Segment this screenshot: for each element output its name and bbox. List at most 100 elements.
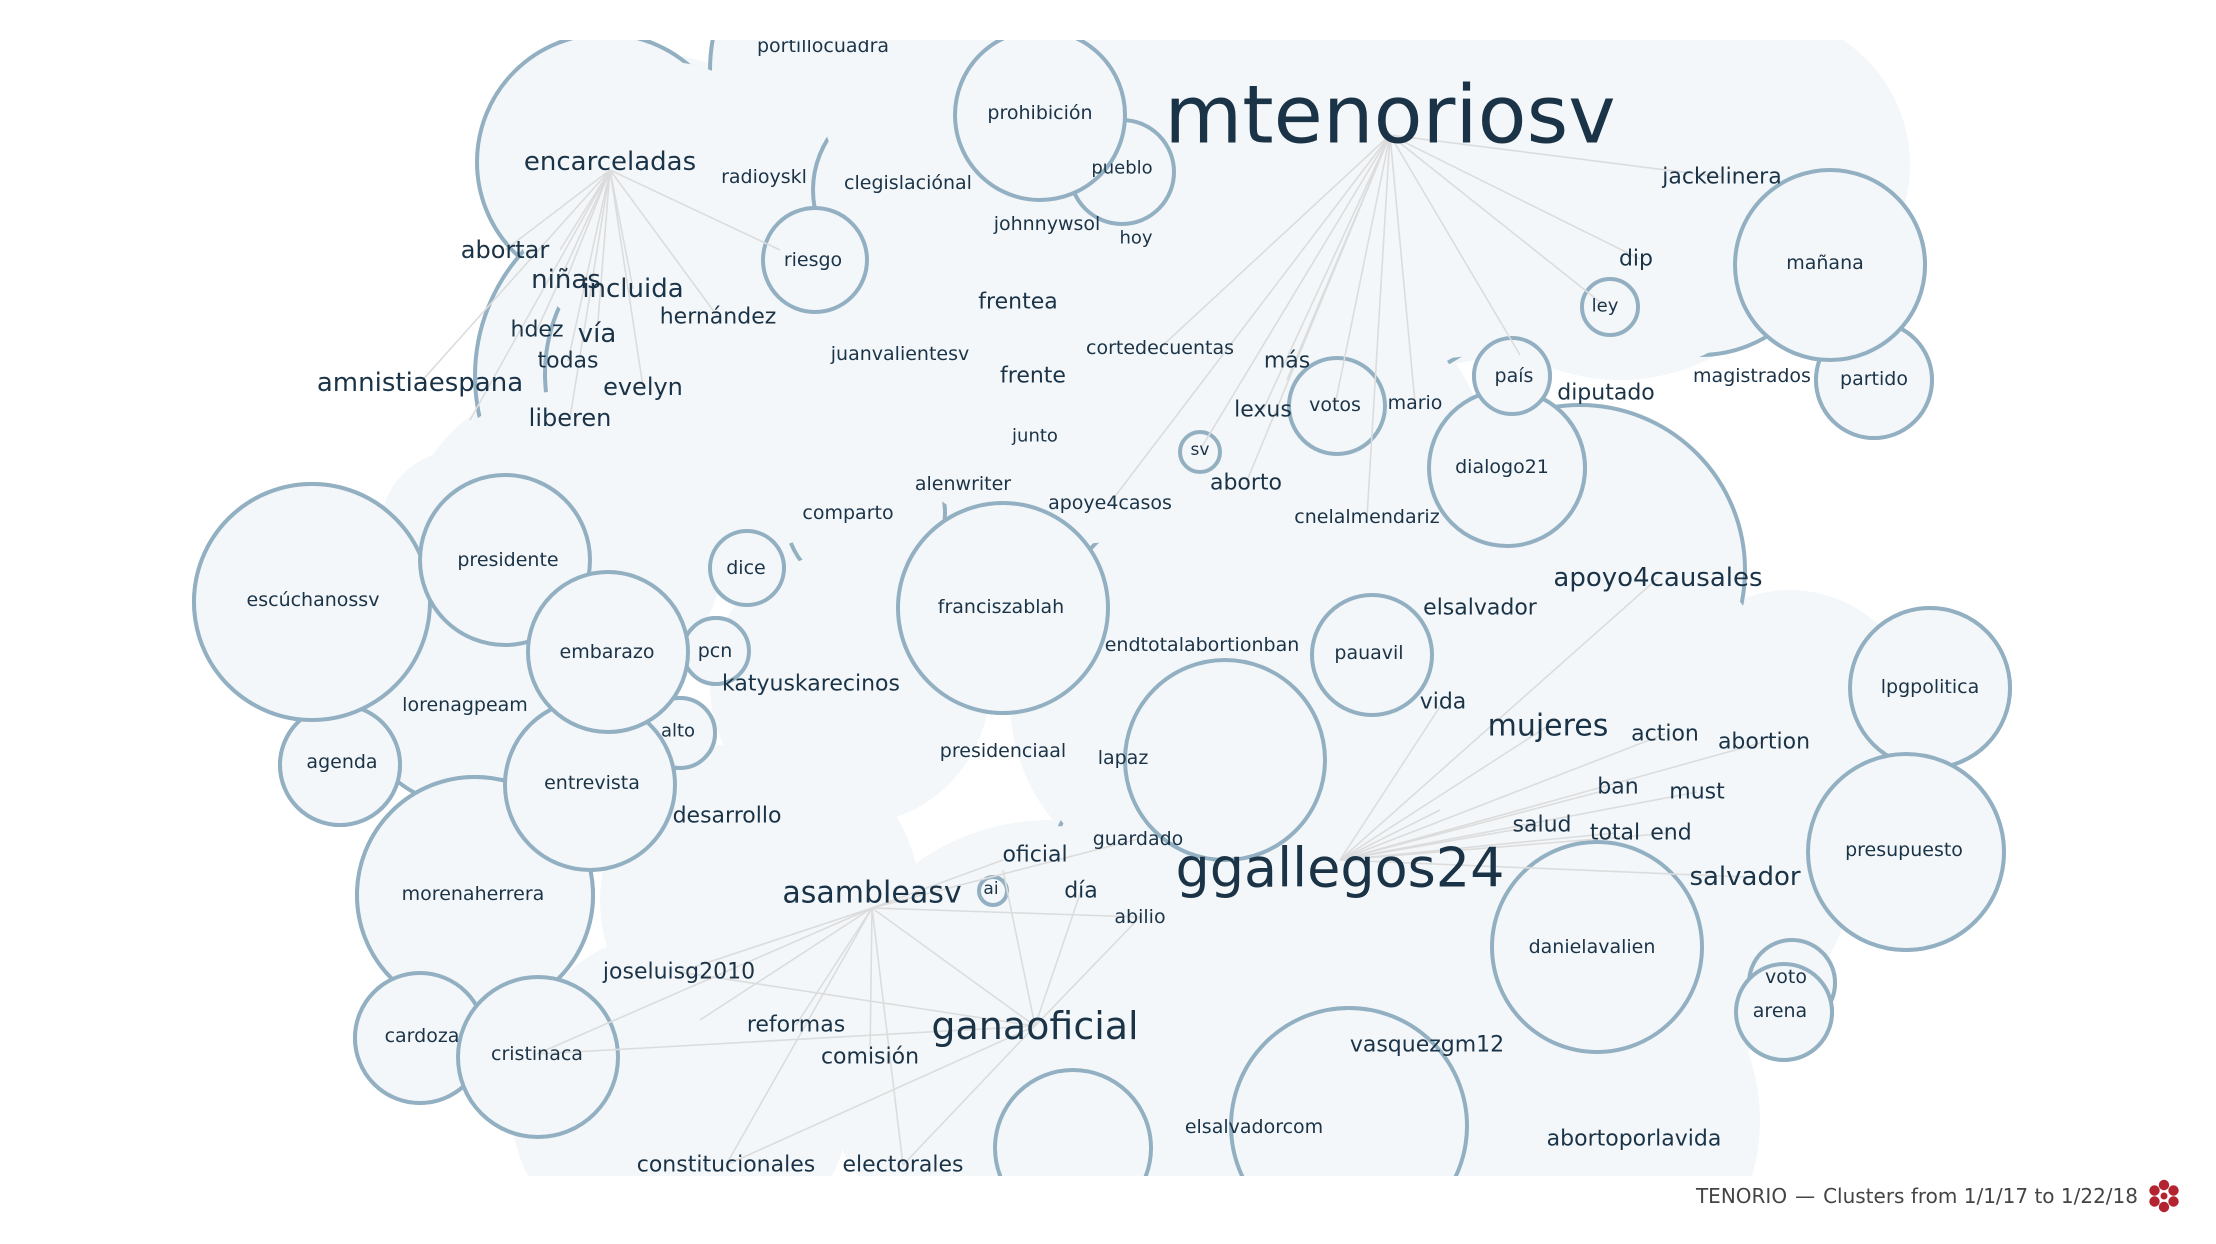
term-bubble[interactable]	[1229, 1006, 1469, 1244]
term-label[interactable]: junto	[1011, 426, 1058, 447]
term-label[interactable]: salud	[1513, 813, 1572, 838]
term-label[interactable]: joseluisg2010	[602, 960, 755, 985]
term-label[interactable]: mañana	[1786, 252, 1864, 274]
term-label[interactable]: apoyo4causales	[1553, 563, 1762, 593]
term-label[interactable]: ban	[1597, 775, 1638, 800]
term-label[interactable]: agenda	[306, 751, 377, 773]
term-label[interactable]: aborto	[1210, 471, 1282, 496]
term-label[interactable]: riesgo	[784, 249, 842, 271]
term-label[interactable]: más	[1264, 349, 1310, 374]
term-label[interactable]: diputado	[1557, 381, 1655, 406]
term-label[interactable]: cardoza	[385, 1025, 460, 1047]
term-label[interactable]: constitucionales	[637, 1153, 815, 1178]
term-label[interactable]: encarceladas	[524, 147, 696, 177]
term-label[interactable]: presupuesto	[1845, 839, 1963, 861]
term-label[interactable]: votos	[1309, 394, 1361, 416]
term-label[interactable]: jackelinera	[1661, 165, 1781, 190]
term-label[interactable]: katyuskarecinos	[722, 672, 900, 697]
term-label[interactable]: juanvalientesv	[830, 343, 969, 365]
term-label[interactable]: entrevista	[544, 772, 640, 794]
term-label[interactable]: frente	[1000, 364, 1066, 389]
term-label[interactable]: clegislaciónal	[844, 172, 972, 194]
term-label[interactable]: país	[1495, 365, 1534, 387]
term-label[interactable]: frentea	[978, 290, 1057, 315]
term-label[interactable]: endtotalabortionban	[1105, 634, 1300, 656]
term-bubble[interactable]	[761, 206, 869, 314]
term-label[interactable]: vasquezgm12	[1350, 1033, 1504, 1058]
term-label[interactable]: sv	[1191, 440, 1210, 460]
term-label[interactable]: pueblo	[1091, 158, 1152, 179]
term-label[interactable]: dialogo21	[1455, 456, 1549, 478]
term-label[interactable]: radioyskl	[721, 166, 807, 188]
term-label[interactable]: end	[1650, 821, 1691, 846]
term-label[interactable]: partido	[1840, 368, 1908, 390]
term-bubble[interactable]	[896, 501, 1110, 715]
term-label[interactable]: mario	[1388, 392, 1443, 414]
term-label[interactable]: lorenagpeam	[402, 694, 528, 716]
term-label[interactable]: evelyn	[603, 373, 683, 401]
term-label[interactable]: cristinaca	[491, 1043, 583, 1065]
term-label[interactable]: vía	[578, 319, 617, 349]
term-label[interactable]: comparto	[802, 502, 893, 524]
term-label[interactable]: ai	[983, 879, 998, 899]
term-label[interactable]: cnelalmendariz	[1294, 506, 1439, 528]
term-label[interactable]: lapaz	[1098, 747, 1149, 769]
term-label[interactable]: abilio	[1114, 906, 1165, 928]
term-label[interactable]: morenaherrera	[402, 883, 545, 905]
term-bubble[interactable]	[1734, 962, 1834, 1062]
term-label[interactable]: lexus	[1234, 398, 1292, 423]
term-label[interactable]: oficial	[1002, 843, 1067, 868]
term-label[interactable]: electorales	[843, 1153, 964, 1178]
term-bubble[interactable]	[526, 570, 690, 734]
term-label[interactable]: franciszablah	[938, 596, 1064, 618]
term-label[interactable]: abortar	[461, 236, 550, 264]
term-label[interactable]: prohibición	[987, 102, 1092, 124]
term-bubble[interactable]	[1580, 277, 1640, 337]
term-label[interactable]: ley	[1592, 296, 1619, 317]
term-label[interactable]: elsalvador	[1423, 596, 1538, 621]
term-label[interactable]: alenwriter	[915, 473, 1011, 495]
term-label[interactable]: niñas	[531, 265, 601, 295]
term-label[interactable]: abortion	[1718, 730, 1810, 755]
term-bubble[interactable]	[1733, 168, 1927, 362]
term-bubble[interactable]	[456, 975, 620, 1139]
term-label[interactable]: dice	[726, 557, 765, 579]
term-label[interactable]: incluida	[582, 274, 683, 304]
term-label[interactable]: escúchanossv	[247, 589, 380, 611]
term-label[interactable]: ganaoficial	[931, 1004, 1138, 1048]
term-label[interactable]: must	[1669, 780, 1725, 805]
term-label[interactable]: hernández	[660, 305, 777, 330]
term-bubble[interactable]	[1287, 356, 1387, 456]
term-bubble[interactable]	[1806, 752, 2006, 952]
term-label[interactable]: total	[1590, 821, 1640, 846]
term-label[interactable]: día	[1064, 879, 1098, 904]
term-bubble[interactable]	[1310, 593, 1434, 717]
term-label[interactable]: cortedecuentas	[1086, 337, 1234, 359]
term-bubble[interactable]	[993, 1068, 1153, 1226]
term-label[interactable]: presidenciaal	[940, 740, 1066, 762]
term-label[interactable]: arena	[1753, 1000, 1807, 1022]
term-label[interactable]: comisión	[821, 1045, 919, 1070]
term-label[interactable]: desarrollo	[673, 804, 782, 829]
term-label[interactable]: ggallegos24	[1175, 837, 1504, 900]
term-bubble[interactable]	[1490, 840, 1704, 1054]
term-label[interactable]: alto	[661, 721, 695, 742]
term-label[interactable]: portillocuadra	[757, 35, 889, 57]
term-label[interactable]: amnistiaespana	[317, 368, 523, 398]
term-label[interactable]: abortoporlavida	[1547, 1127, 1722, 1152]
term-bubble[interactable]	[953, 30, 1127, 202]
term-label[interactable]: danielavalien	[1529, 936, 1656, 958]
term-label[interactable]: action	[1631, 722, 1699, 747]
term-label[interactable]: reformas	[747, 1013, 845, 1038]
term-label[interactable]: asambleasv	[782, 876, 961, 911]
term-label[interactable]: hoy	[1119, 228, 1152, 249]
term-label[interactable]: dip	[1619, 247, 1653, 272]
term-label[interactable]: pauavil	[1334, 642, 1403, 664]
term-label[interactable]: liberen	[529, 404, 612, 432]
term-bubble[interactable]	[708, 529, 786, 607]
term-label[interactable]: salvador	[1689, 862, 1800, 892]
term-label[interactable]: todas	[538, 349, 599, 374]
term-label[interactable]: apoye4casos	[1048, 492, 1172, 514]
term-label[interactable]: embarazo	[560, 641, 655, 663]
term-label[interactable]: pcn	[698, 640, 733, 662]
